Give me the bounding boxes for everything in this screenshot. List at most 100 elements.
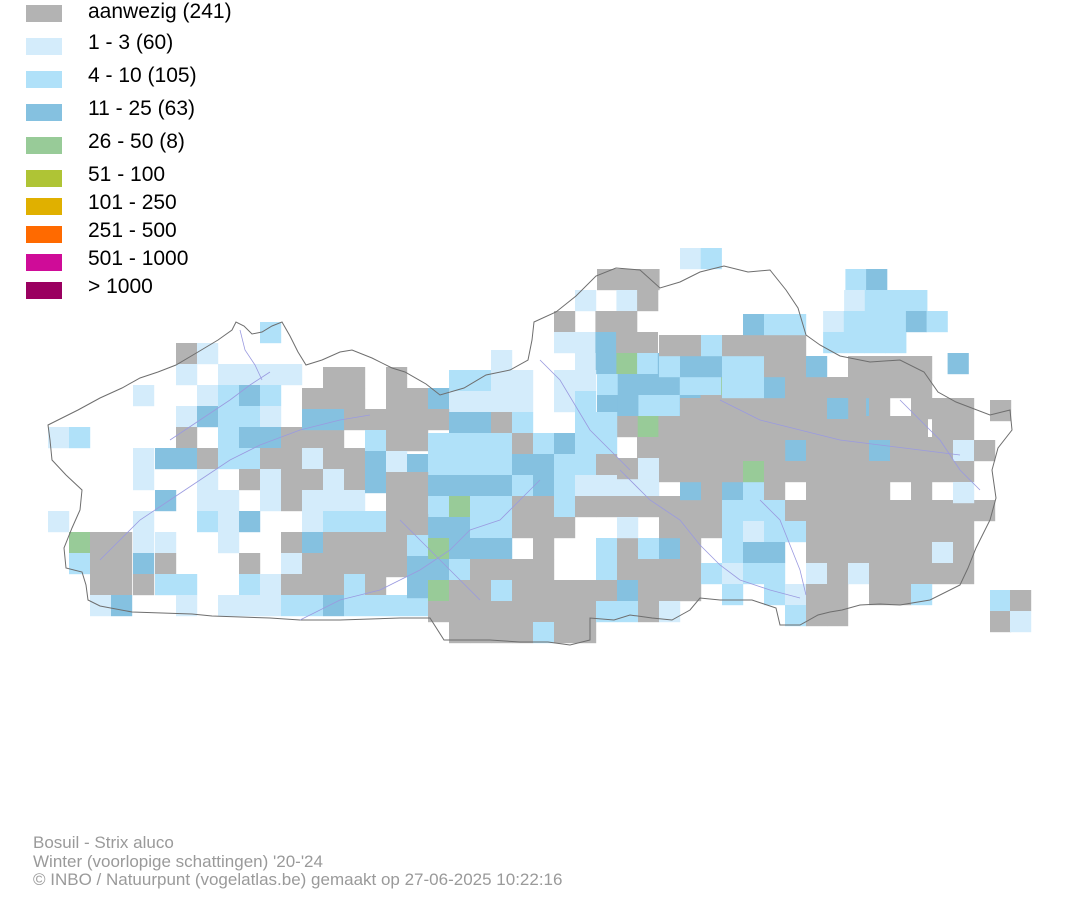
grid-cell (722, 335, 744, 357)
legend-item-51-100: 51 - 100 (26, 164, 346, 188)
grid-cell (827, 461, 849, 483)
grid-cell (596, 559, 618, 581)
grid-cell (869, 461, 891, 483)
river (169, 371, 271, 441)
grid-cell (344, 388, 366, 410)
grid-cell (638, 269, 660, 291)
grid-cell (365, 409, 387, 431)
grid-cell (616, 332, 638, 354)
grid-cell (323, 388, 345, 410)
grid-cell (701, 398, 723, 420)
grid-cell (953, 461, 975, 483)
grid-cell (218, 532, 240, 554)
grid-cell (617, 496, 639, 518)
grid-cell (260, 574, 282, 596)
grid-cell (953, 521, 975, 543)
grid-cell (743, 563, 765, 585)
grid-cell (595, 353, 617, 375)
grid-cell (764, 461, 786, 483)
grid-cell (470, 475, 492, 497)
grid-cell (932, 542, 954, 564)
grid-cell (990, 611, 1012, 633)
grid-cell (281, 469, 303, 491)
legend-item-251-500: 251 - 500 (26, 220, 346, 244)
grid-cell (617, 269, 639, 291)
grid-cell (843, 311, 865, 333)
grid-cell (911, 584, 933, 606)
grid-cell (806, 482, 828, 504)
grid-cell (533, 517, 555, 539)
grid-cell (176, 406, 198, 428)
grid-cell (680, 517, 702, 539)
grid-cell (554, 391, 576, 413)
grid-cell (827, 605, 849, 627)
grid-cell (597, 395, 619, 417)
grid-cell (743, 335, 765, 357)
grid-cell (743, 377, 765, 399)
grid-cell (155, 532, 177, 554)
grid-cell (764, 377, 786, 399)
grid-cell (848, 377, 870, 399)
grid-cell (722, 419, 744, 441)
grid-cell (1010, 611, 1032, 633)
legend-item-501-1000: 501 - 1000 (26, 248, 346, 272)
grid-cell (302, 409, 324, 431)
grid-cell (386, 493, 408, 515)
grid-cell (133, 553, 155, 575)
grid-cell (890, 419, 912, 441)
grid-cell (281, 490, 303, 512)
grid-cell (554, 311, 576, 333)
legend-swatch (26, 71, 62, 88)
grid-cell (281, 427, 303, 449)
grid-cell (365, 511, 387, 533)
grid-cell (596, 454, 618, 476)
grid-cell (323, 427, 345, 449)
grid-cell (843, 332, 865, 354)
grid-cell (533, 538, 555, 560)
grid-cell (638, 580, 660, 602)
grid-cell (890, 440, 912, 462)
grid-cell (845, 395, 867, 417)
grid-cell (869, 419, 891, 441)
legend-label: 26 - 50 (8) (88, 130, 185, 153)
grid-cell (848, 521, 870, 543)
grid-cell (239, 448, 261, 470)
legend-swatch (26, 170, 62, 187)
grid-cell (596, 433, 618, 455)
grid-cell (659, 496, 681, 518)
grid-cell (659, 356, 681, 378)
grid-cell (990, 590, 1012, 612)
grid-cell (906, 416, 928, 438)
grid-cell (323, 511, 345, 533)
grid-cell (281, 595, 303, 617)
grid-cell (407, 409, 429, 431)
grid-cell (953, 398, 975, 420)
grid-cell (864, 311, 886, 333)
grid-cell (616, 311, 638, 333)
grid-cell (890, 500, 912, 522)
grid-cell (659, 440, 681, 462)
legend-item-26-50: 26 - 50 (8) (26, 131, 346, 155)
grid-cell (470, 538, 492, 560)
grid-cell (512, 622, 534, 644)
grid-cell (722, 521, 744, 543)
grid-cell (823, 311, 845, 333)
grid-cell (659, 559, 681, 581)
grid-cell (407, 454, 429, 476)
grid-cell (743, 500, 765, 522)
grid-cell (743, 479, 765, 501)
grid-cell (848, 440, 870, 462)
grid-cell (911, 377, 933, 399)
grid-cell (344, 553, 366, 575)
grid-cell (302, 532, 324, 554)
grid-cell (512, 517, 534, 539)
river (299, 479, 541, 621)
grid-cell (597, 374, 619, 396)
grid-cell (659, 335, 681, 357)
grid-cell (428, 580, 450, 602)
grid-cell (302, 490, 324, 512)
grid-cell (512, 370, 534, 392)
grid-cell (386, 409, 408, 431)
grid-cell (785, 377, 807, 399)
grid-cell (302, 553, 324, 575)
